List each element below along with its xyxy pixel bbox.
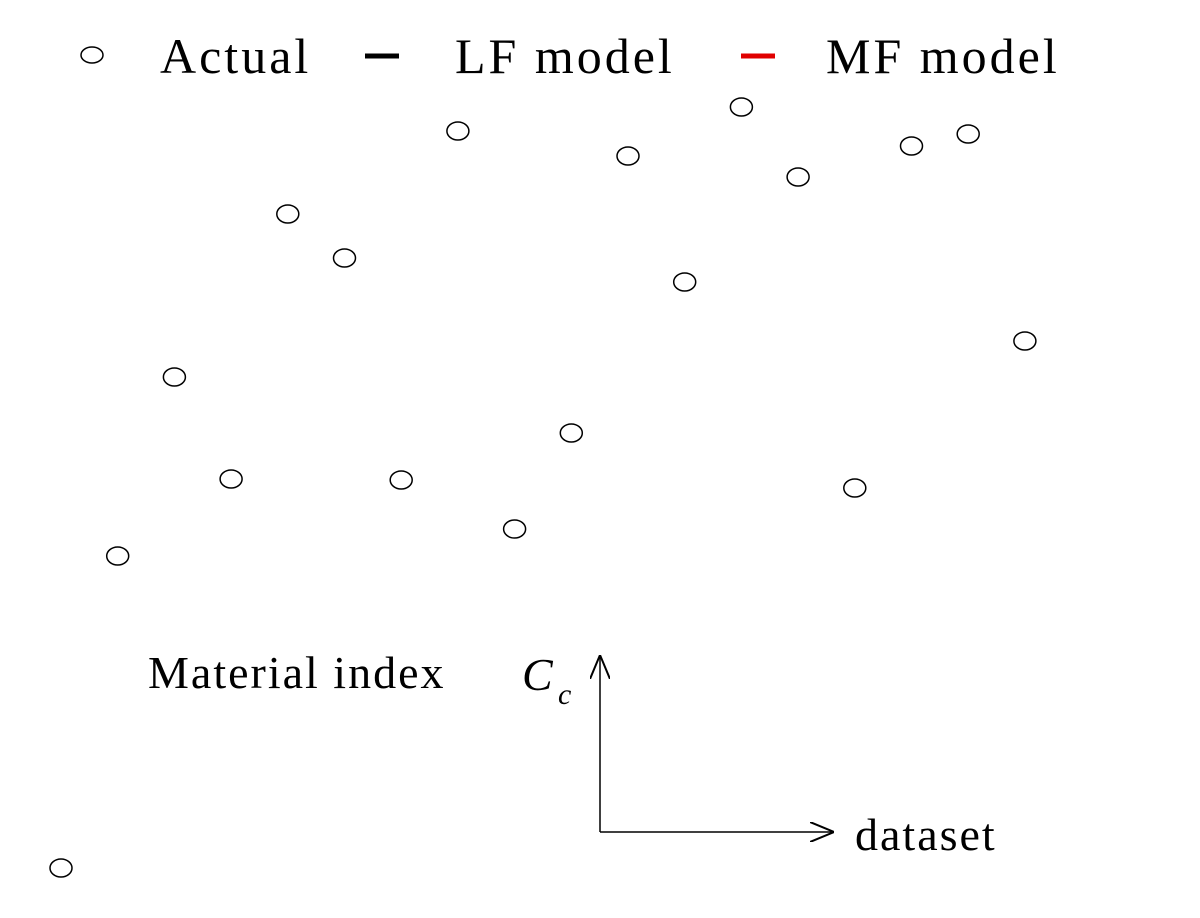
legend: Actual LF model MF model bbox=[80, 28, 1060, 84]
legend-label: LF model bbox=[455, 28, 675, 84]
data-point bbox=[332, 248, 357, 268]
data-point bbox=[219, 469, 243, 489]
data-point bbox=[616, 146, 640, 166]
data-point bbox=[899, 136, 924, 156]
legend-label: Actual bbox=[160, 28, 311, 84]
data-point bbox=[49, 858, 73, 878]
data-point bbox=[1013, 331, 1037, 351]
data-point bbox=[956, 124, 980, 144]
data-point bbox=[502, 519, 527, 539]
data-point bbox=[786, 167, 810, 187]
data-point bbox=[389, 470, 413, 490]
data-point bbox=[162, 367, 187, 387]
y-axis-label: Material index bbox=[148, 647, 446, 698]
data-point bbox=[446, 121, 470, 141]
y-axis-subscript: c bbox=[558, 678, 571, 711]
legend-label: MF model bbox=[826, 28, 1060, 84]
data-point bbox=[276, 204, 300, 224]
data-point bbox=[672, 272, 697, 292]
y-axis-symbol: C bbox=[522, 649, 555, 700]
data-point bbox=[729, 97, 754, 117]
data-point bbox=[559, 423, 584, 443]
legend-marker bbox=[80, 46, 104, 64]
data-point bbox=[843, 478, 867, 498]
x-axis-label: dataset bbox=[855, 809, 997, 860]
data-point bbox=[105, 546, 130, 566]
